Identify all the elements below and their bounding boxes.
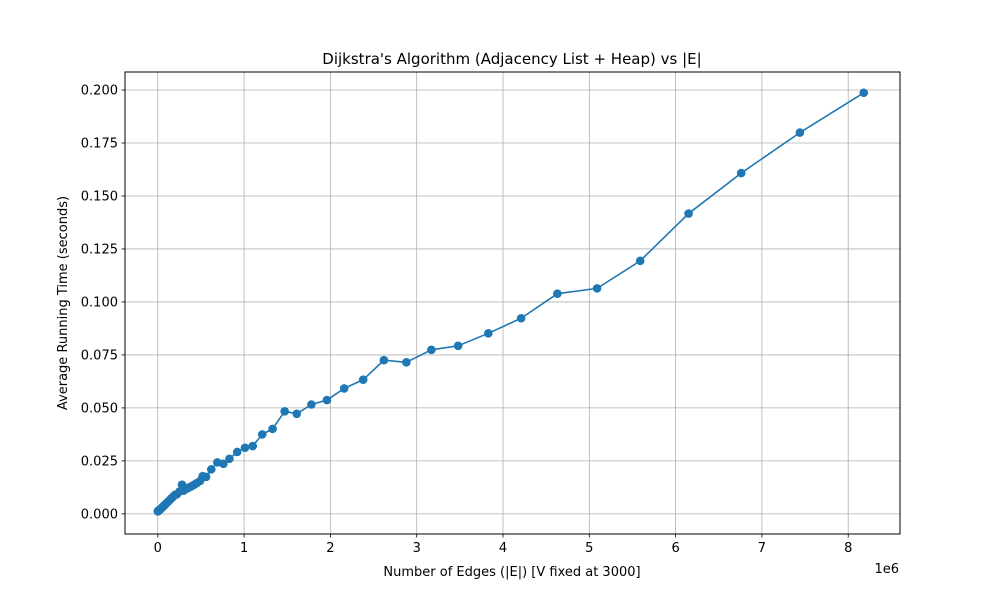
data-point (232, 447, 242, 457)
data-point (225, 454, 234, 464)
data-point (201, 472, 211, 482)
data-point (207, 465, 216, 474)
data-point (859, 88, 869, 98)
x-tick-label: 2 (326, 541, 334, 556)
plot-frame (124, 71, 901, 535)
data-point (795, 128, 805, 137)
data-point (268, 424, 277, 434)
data-point (257, 430, 267, 439)
x-tick-label: 4 (499, 541, 507, 556)
x-tick-label: 7 (758, 541, 766, 556)
x-tick-label: 3 (413, 541, 421, 556)
y-tick-label: 0.075 (81, 348, 118, 363)
y-tick-label: 0.000 (81, 507, 118, 522)
data-point (427, 345, 436, 355)
data-point (358, 375, 368, 385)
data-point (736, 168, 746, 178)
grid-layer (125, 72, 900, 534)
data-point (248, 441, 258, 451)
data-point (240, 443, 250, 453)
x-tick-label: 6 (671, 541, 679, 556)
data-point (280, 406, 289, 416)
data-point (484, 329, 493, 338)
y-tick-label: 0.200 (81, 84, 118, 99)
y-axis-label: Average Running Time (seconds) (56, 196, 71, 410)
x-axis-label: Number of Edges (|E|) [V fixed at 3000] (383, 565, 640, 580)
data-point (307, 400, 316, 409)
series-layer (153, 88, 869, 516)
data-point (684, 209, 693, 218)
data-point (553, 289, 562, 298)
x-tick-label: 5 (585, 541, 593, 556)
data-point (635, 256, 645, 266)
data-point (516, 313, 526, 323)
x-axis-offset-label: 1e6 (874, 562, 899, 577)
data-point (322, 395, 332, 405)
data-point (292, 409, 302, 419)
data-point (219, 459, 228, 469)
chart-title: Dijkstra's Algorithm (Adjacency List + H… (322, 50, 701, 68)
y-tick-label: 0.175 (81, 136, 118, 151)
y-tick-label: 0.125 (81, 242, 118, 257)
y-tick-label: 0.025 (81, 454, 118, 469)
x-tick-label: 8 (844, 541, 852, 556)
data-point (402, 358, 411, 367)
tick-layer: 0 1 2 3 4 5 6 7 8 0.000 0.025 0.050 0.075 0.100 0.125 0… (81, 84, 853, 556)
data-point (453, 341, 463, 351)
data-point (592, 284, 602, 293)
y-tick-label: 0.050 (81, 401, 118, 416)
data-point (339, 384, 349, 393)
x-tick-label: 0 (154, 541, 162, 556)
x-tick-label: 1 (240, 541, 248, 556)
data-point (379, 355, 389, 365)
y-tick-label: 0.150 (81, 189, 118, 204)
y-tick-label: 0.100 (81, 295, 118, 310)
